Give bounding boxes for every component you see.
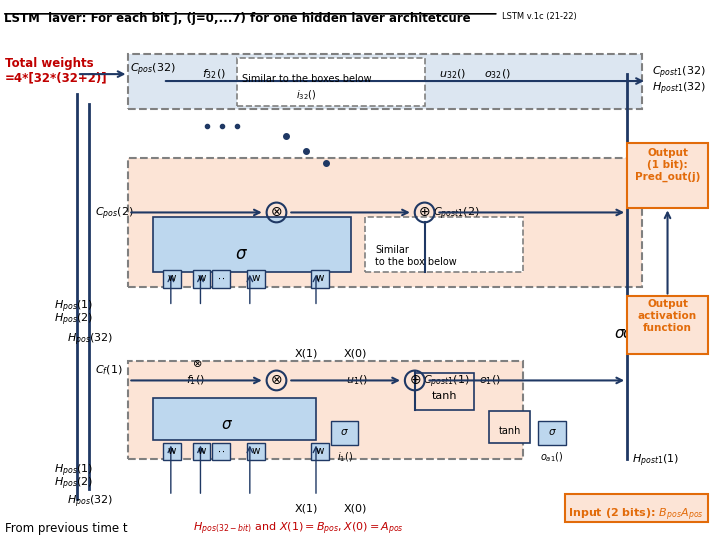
Text: $H_{pos}(1)$: $H_{pos}(1)$ (54, 299, 94, 315)
Text: X(1): X(1) (294, 504, 318, 514)
FancyBboxPatch shape (237, 58, 425, 106)
Text: w: w (315, 273, 324, 282)
Text: $C_{post1}(32)$: $C_{post1}(32)$ (652, 64, 706, 80)
Text: $o_1()$: $o_1()$ (479, 374, 501, 387)
FancyBboxPatch shape (153, 218, 351, 272)
Text: $C_f(1)$: $C_f(1)$ (95, 363, 122, 377)
FancyBboxPatch shape (627, 143, 708, 207)
Text: $f_{32}()$: $f_{32}()$ (202, 67, 226, 81)
Text: $o_{32}()$: $o_{32}()$ (484, 67, 510, 81)
Text: $H_{pos}(32)$: $H_{pos}(32)$ (67, 494, 114, 510)
Text: $\sigma$: $\sigma$ (341, 427, 349, 437)
Text: w: w (251, 446, 260, 456)
Text: $\sigma$: $\sigma$ (221, 417, 233, 432)
Text: $\sigma$: $\sigma$ (548, 427, 557, 437)
FancyBboxPatch shape (538, 421, 566, 444)
Text: $C_{pos}(2)$: $C_{pos}(2)$ (95, 206, 133, 222)
Text: $\cdot\cdot$: $\cdot\cdot$ (217, 273, 225, 282)
Text: w: w (197, 273, 206, 282)
FancyBboxPatch shape (330, 421, 359, 444)
Text: $H_{pos}(32)$: $H_{pos}(32)$ (67, 332, 114, 348)
Text: $i_1()$: $i_1()$ (336, 450, 353, 464)
Text: $C_{post1}(1)$: $C_{post1}(1)$ (423, 374, 469, 390)
Text: w: w (168, 446, 176, 456)
Text: $\cdot\cdot$: $\cdot\cdot$ (217, 446, 225, 456)
Text: w: w (197, 446, 206, 456)
FancyBboxPatch shape (163, 270, 181, 288)
FancyBboxPatch shape (128, 361, 523, 460)
FancyBboxPatch shape (247, 443, 265, 461)
Text: $H_{post1}(32)$: $H_{post1}(32)$ (652, 81, 706, 97)
Text: $\otimes$: $\otimes$ (192, 358, 202, 369)
Text: $\sigma$: $\sigma$ (622, 326, 634, 341)
Text: w: w (168, 273, 176, 282)
Text: $\sigma$: $\sigma$ (614, 326, 626, 341)
Text: $C_{post1}(2)$: $C_{post1}(2)$ (433, 206, 480, 222)
Text: $H_{pos}(2)$: $H_{pos}(2)$ (54, 311, 94, 328)
FancyBboxPatch shape (489, 411, 530, 443)
FancyBboxPatch shape (247, 270, 265, 288)
Text: $C_{pos}(32)$: $C_{pos}(32)$ (130, 61, 176, 78)
Text: Similar to the boxes below: Similar to the boxes below (242, 74, 372, 84)
Text: X(1): X(1) (294, 349, 318, 359)
Text: Output
(1 bit):
Pred_out(j): Output (1 bit): Pred_out(j) (635, 148, 701, 181)
Text: tanh: tanh (498, 426, 521, 436)
Text: $H_{post1}(2)$: $H_{post1}(2)$ (632, 299, 679, 315)
FancyBboxPatch shape (163, 443, 181, 461)
FancyBboxPatch shape (153, 398, 316, 440)
Text: $\sigma$: $\sigma$ (235, 245, 248, 263)
Text: $u_1()$: $u_1()$ (346, 374, 368, 387)
Text: $\oplus$: $\oplus$ (408, 374, 421, 387)
Text: $\otimes$: $\otimes$ (270, 205, 283, 219)
Text: $o_{a1}()$: $o_{a1}()$ (540, 450, 564, 464)
Text: $u_{32}()$: $u_{32}()$ (439, 67, 467, 81)
FancyBboxPatch shape (128, 55, 642, 109)
Text: $\oplus$: $\oplus$ (418, 205, 431, 219)
Text: Total weights: Total weights (5, 57, 94, 70)
Text: tanh: tanh (431, 392, 457, 401)
Text: $H_{pos}(1)$: $H_{pos}(1)$ (54, 462, 94, 479)
FancyBboxPatch shape (212, 443, 230, 461)
FancyBboxPatch shape (311, 443, 329, 461)
Text: X(0): X(0) (343, 504, 367, 514)
FancyBboxPatch shape (311, 270, 329, 288)
Text: Input (2 bits): $B_{pos}A_{pos}$: Input (2 bits): $B_{pos}A_{pos}$ (568, 507, 704, 523)
FancyBboxPatch shape (128, 158, 642, 287)
FancyBboxPatch shape (564, 494, 708, 522)
Text: Output
activation
function: Output activation function (638, 299, 697, 333)
FancyBboxPatch shape (212, 270, 230, 288)
FancyBboxPatch shape (627, 296, 708, 354)
Text: $i_{32}()$: $i_{32}()$ (296, 88, 317, 102)
Text: X(0): X(0) (343, 349, 367, 359)
Text: w: w (251, 273, 260, 282)
Text: $f_1()$: $f_1()$ (186, 374, 204, 387)
Text: Similar
to the box below: Similar to the box below (375, 245, 457, 267)
Text: From previous time t: From previous time t (5, 522, 127, 535)
FancyBboxPatch shape (192, 443, 210, 461)
Text: w: w (315, 446, 324, 456)
Text: $H_{pos}(2)$: $H_{pos}(2)$ (54, 475, 94, 492)
FancyBboxPatch shape (415, 373, 474, 410)
Text: $\otimes$: $\otimes$ (270, 374, 283, 387)
Text: =4*[32*(32+2)]: =4*[32*(32+2)] (5, 71, 107, 84)
FancyBboxPatch shape (365, 218, 523, 272)
FancyBboxPatch shape (192, 270, 210, 288)
Text: $H_{pos(32-bit)}$ and $X(1)=B_{pos},$$X(0)=A_{pos}$: $H_{pos(32-bit)}$ and $X(1)=B_{pos},$$X(… (192, 521, 403, 537)
Text: LSTM v.1c (21-22): LSTM v.1c (21-22) (502, 12, 577, 21)
Text: LSTM  laver: For each bit j, (j=0,...7) for one hidden laver architetcure: LSTM laver: For each bit j, (j=0,...7) f… (4, 12, 471, 25)
Text: $H_{post1}(1)$: $H_{post1}(1)$ (632, 453, 679, 469)
